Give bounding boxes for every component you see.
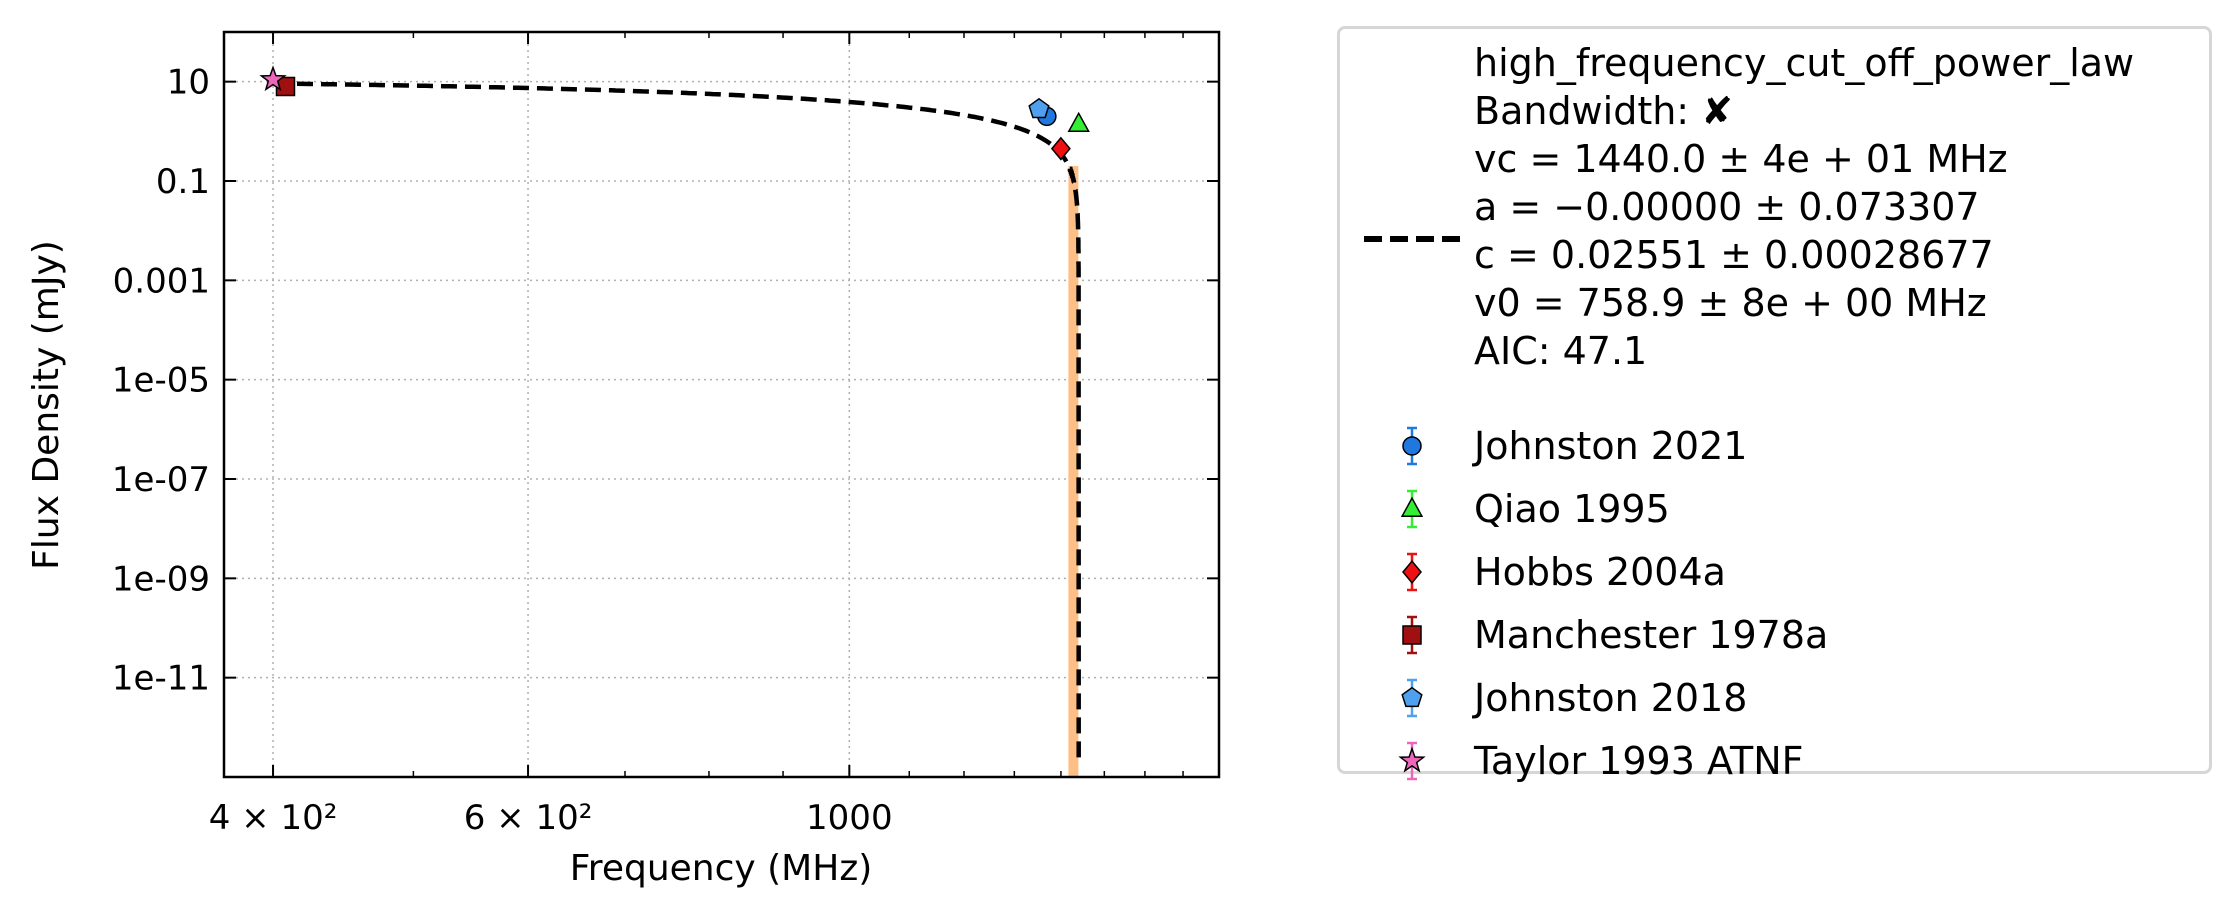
fit-uncertainty-band xyxy=(1068,166,1079,778)
ticks: 4 × 10² 6 × 10² 1000 10 0.1 0.001 1e-05 1e-07 1e… xyxy=(112,32,1219,838)
legend-fit-model: high_frequency_cut_off_power_law xyxy=(1474,41,2135,85)
fit-band xyxy=(1068,166,1079,778)
legend-entry-1: Qiao 1995 xyxy=(1340,478,2209,540)
data-markers xyxy=(259,65,1090,161)
legend-label-1: Qiao 1995 xyxy=(1474,487,1670,531)
chart: 4 × 10² 6 × 10² 1000 10 0.1 0.001 1e-05 1e-07 1e… xyxy=(26,30,1221,889)
x-axis-label: Frequency (MHz) xyxy=(570,848,873,889)
legend-marker-pentagon-icon xyxy=(1401,678,1423,718)
legend-entry-3: Manchester 1978a xyxy=(1340,604,2209,666)
legend-marker-square-icon xyxy=(1402,615,1422,655)
legend-marker-0 xyxy=(1402,436,1422,456)
legend-marker-star-icon xyxy=(1398,741,1426,781)
legend-fit-line-2: vc = 1440.0 ± 4e + 01 MHz xyxy=(1474,137,2008,181)
y-tick-label-5: 1e-09 xyxy=(112,559,210,599)
marker-diamond-2-0 xyxy=(1050,136,1071,161)
legend-fit-line-5: v0 = 758.9 ± 8e + 00 MHz xyxy=(1474,281,1987,325)
legend: high_frequency_cut_off_power_law Bandwid… xyxy=(1337,26,2212,783)
legend-marker-circle-icon xyxy=(1402,426,1422,466)
legend-label-3: Manchester 1978a xyxy=(1474,613,1829,657)
plot-frame xyxy=(222,30,1221,779)
legend-label-5: Taylor 1993 ATNF xyxy=(1474,739,1804,783)
y-tick-label-0: 10 xyxy=(167,63,210,103)
legend-marker-3 xyxy=(1402,625,1422,645)
legend-entry-0: Johnston 2021 xyxy=(1340,415,2209,477)
legend-fit-line-3: a = −0.00000 ± 0.073307 xyxy=(1474,185,1980,229)
y-tick-label-4: 1e-07 xyxy=(112,460,210,500)
x-tick-label-0: 4 × 10² xyxy=(209,798,338,838)
legend-marker-diamond-icon xyxy=(1402,552,1422,592)
legend-entry-5: Taylor 1993 ATNF xyxy=(1340,730,2209,792)
x-tick-label-1: 6 × 10² xyxy=(464,798,593,838)
y-tick-label-1: 0.1 xyxy=(156,162,210,202)
marker-pentagon-4-0 xyxy=(1028,97,1050,119)
legend-marker-5 xyxy=(1398,746,1426,773)
legend-fit-line-4: c = 0.02551 ± 0.00028677 xyxy=(1474,233,1994,277)
marker-triangle-1-0 xyxy=(1067,111,1090,133)
y-tick-label-3: 1e-05 xyxy=(112,361,210,401)
legend-label-0: Johnston 2021 xyxy=(1474,424,1748,468)
legend-marker-triangle-icon xyxy=(1400,489,1424,529)
y-axis-label: Flux Density (mJy) xyxy=(26,240,67,570)
legend-fit-line-1: Bandwidth: ✘ xyxy=(1474,89,1734,133)
legend-fit-line-6: AIC: 47.1 xyxy=(1474,329,1648,373)
legend-entry-2: Hobbs 2004a xyxy=(1340,541,2209,603)
legend-marker-1 xyxy=(1400,496,1424,517)
legend-entry-4: Johnston 2018 xyxy=(1340,667,2209,729)
fit-line xyxy=(272,81,1081,761)
legend-marker-2 xyxy=(1402,560,1422,584)
x-tick-label-2: 1000 xyxy=(806,798,893,838)
legend-fit-line-handle xyxy=(1364,236,1460,242)
legend-marker-4 xyxy=(1401,686,1423,708)
y-tick-label-2: 0.001 xyxy=(113,261,210,301)
y-tick-label-6: 1e-11 xyxy=(112,659,210,699)
legend-label-4: Johnston 2018 xyxy=(1474,676,1748,720)
grid xyxy=(224,32,1219,777)
legend-label-2: Hobbs 2004a xyxy=(1474,550,1726,594)
fit-curve xyxy=(272,81,1081,761)
marker-star-5-0 xyxy=(259,65,287,92)
